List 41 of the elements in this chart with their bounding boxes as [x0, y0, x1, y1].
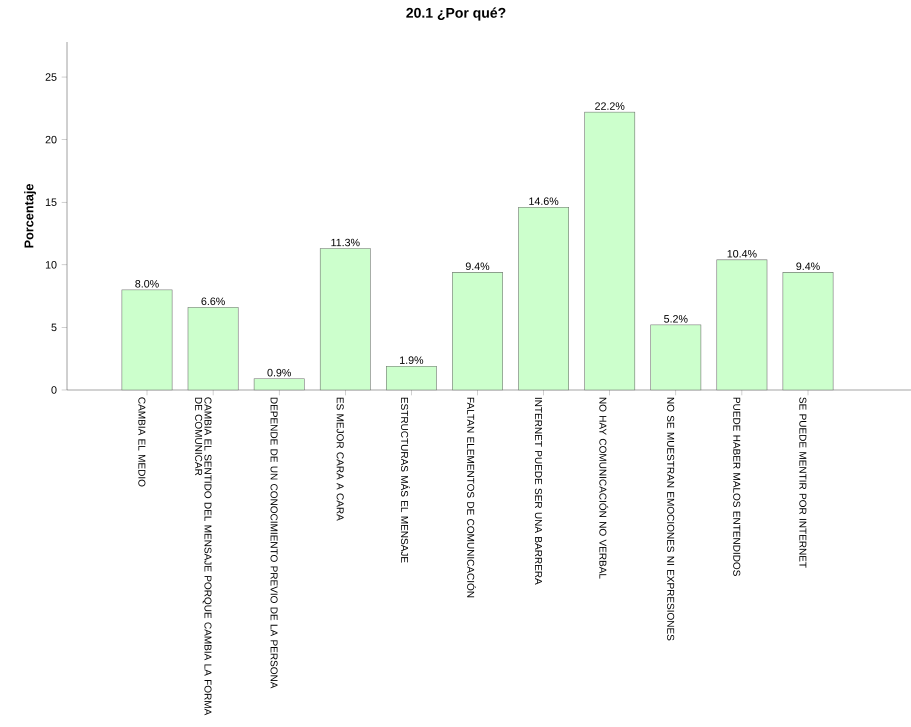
data-label: 22.2% — [595, 102, 624, 110]
y-tick-label: 5 — [51, 324, 57, 332]
x-tick-label: NO SE MUESTRAN EMOCIONES NI EXPRESIONES — [667, 398, 674, 640]
y-tick-label: 0 — [51, 386, 57, 394]
bar — [386, 366, 437, 390]
bar — [716, 260, 768, 390]
y-tick-label: 15 — [46, 198, 57, 206]
data-label: 14.6% — [529, 197, 558, 205]
x-tick-label: INTERNET PUEDE SER UNA BARRERA — [534, 398, 542, 585]
bar — [320, 248, 371, 390]
x-tick-label: ESTRUCTURAS MÁS EL MENSAJE — [401, 398, 410, 563]
x-tick-label: DEPENDE DE UN CONOCIMIENTO PREVIO DE LA PERSONA — [270, 398, 278, 688]
data-label: 10.4% — [728, 250, 757, 258]
x-tick-label: CAMBIA EL MEDIO — [138, 397, 146, 486]
x-tick-label: PUEDE HABER MALOS ENTENDIDOS — [733, 398, 740, 576]
data-label: 0.9% — [267, 368, 291, 376]
y-axis-title: Porcentaje — [24, 184, 36, 248]
data-label: 5.2% — [664, 315, 688, 323]
bar — [518, 206, 569, 390]
bar — [188, 307, 238, 390]
data-label: 9.4% — [466, 262, 490, 270]
bar — [584, 112, 636, 390]
chart-title: 20.1 ¿Por qué? — [406, 7, 506, 21]
data-label: 11.3% — [331, 238, 360, 246]
bar — [650, 324, 702, 390]
data-label: 6.6% — [201, 298, 225, 306]
data-label: 8.0% — [135, 280, 159, 288]
bar — [782, 272, 834, 390]
bar — [254, 378, 305, 390]
bar — [452, 272, 503, 390]
y-tick-label: 20 — [46, 136, 57, 144]
y-tick-label: 10 — [46, 261, 57, 269]
x-tick-label: SE PUEDE MENTIR POR INTERNET — [799, 397, 806, 568]
bar — [122, 290, 172, 390]
x-tick-label: ES MEJOR CARA A CARA — [336, 398, 344, 521]
x-tick-label: FALTAN ELEMENTOS DE COMUNICACIÓN — [467, 398, 476, 598]
data-label: 9.4% — [796, 262, 820, 270]
x-tick-label: NO HAY COMUNICACIÓN NO VERBAL — [599, 398, 608, 579]
x-tick-label: CAMBIA EL SENTIDO DEL MENSAJE PORQUE CAMBIA LA FORMA DE COMUNICAR — [195, 397, 212, 716]
data-label: 1.9% — [400, 356, 424, 364]
y-tick-label: 25 — [46, 73, 57, 81]
